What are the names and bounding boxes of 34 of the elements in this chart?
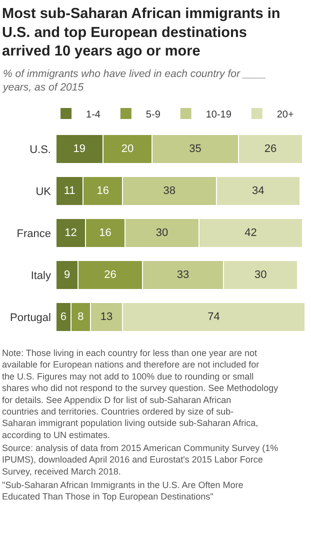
data-label: 38 [163,185,176,197]
data-label: 11 [64,185,76,197]
data-label: 16 [96,185,109,197]
y-tick-label: France [16,228,51,240]
data-label: 16 [99,227,112,239]
legend-label: 10-19 [206,109,232,120]
data-label: 8 [78,311,84,323]
y-tick-label: U.S. [30,144,51,156]
data-label: 33 [176,269,190,281]
data-label: 6 [60,311,66,323]
data-label: 19 [73,143,86,155]
data-label: 42 [244,227,257,239]
legend-label: 1-4 [86,109,101,120]
y-tick-label: Italy [30,270,52,282]
text: Note: Those living in each country for less than one year are not available for European nations and therefore are not included for the U.S. Figures may not add to 100% due to rounding or small shares who did not respond to the survey question. See Methodology for details. See Appendix D for list of sub-Saharan African countries and territories. Countries ordered by size of sub-Saharan immigrant population living outside sub-Saharan Africa, according to UN estimates. [2,348,279,440]
data-label: 9 [64,269,70,281]
data-label: 20 [121,143,134,155]
data-label: 74 [208,311,220,323]
data-label: 13 [100,311,113,323]
data-label: 34 [252,185,264,197]
data-label: 12 [64,227,77,239]
data-label: 26 [264,143,277,155]
legend-label: 5-9 [146,109,161,120]
text: "Sub-Saharan African Immigrants in the U.S. Are Often More Educated Than Those in Top European Destinations" [2,480,244,502]
y-tick-label: UK [36,186,52,198]
source-note: Source: analysis of data from 2015 American Community Survey (1% IPUMS), downloaded April 2016 and Eurostat's 2015 Labor Force Survey, received March 2018. [2,443,278,476]
chart-title: Most sub-Saharan African immigrants in U.S. and top European destinations arrived 10 years ago or more [2,6,280,60]
data-label: 35 [189,143,202,155]
legend-label: 20+ [276,109,294,120]
data-label: 30 [254,269,267,281]
data-label: 26 [104,269,116,281]
chart-subtitle: % of immigrants who have lived in each country for ____ years, as of 2015 [2,68,266,94]
data-label: 30 [156,227,168,239]
y-tick-label: Portugal [10,312,51,324]
